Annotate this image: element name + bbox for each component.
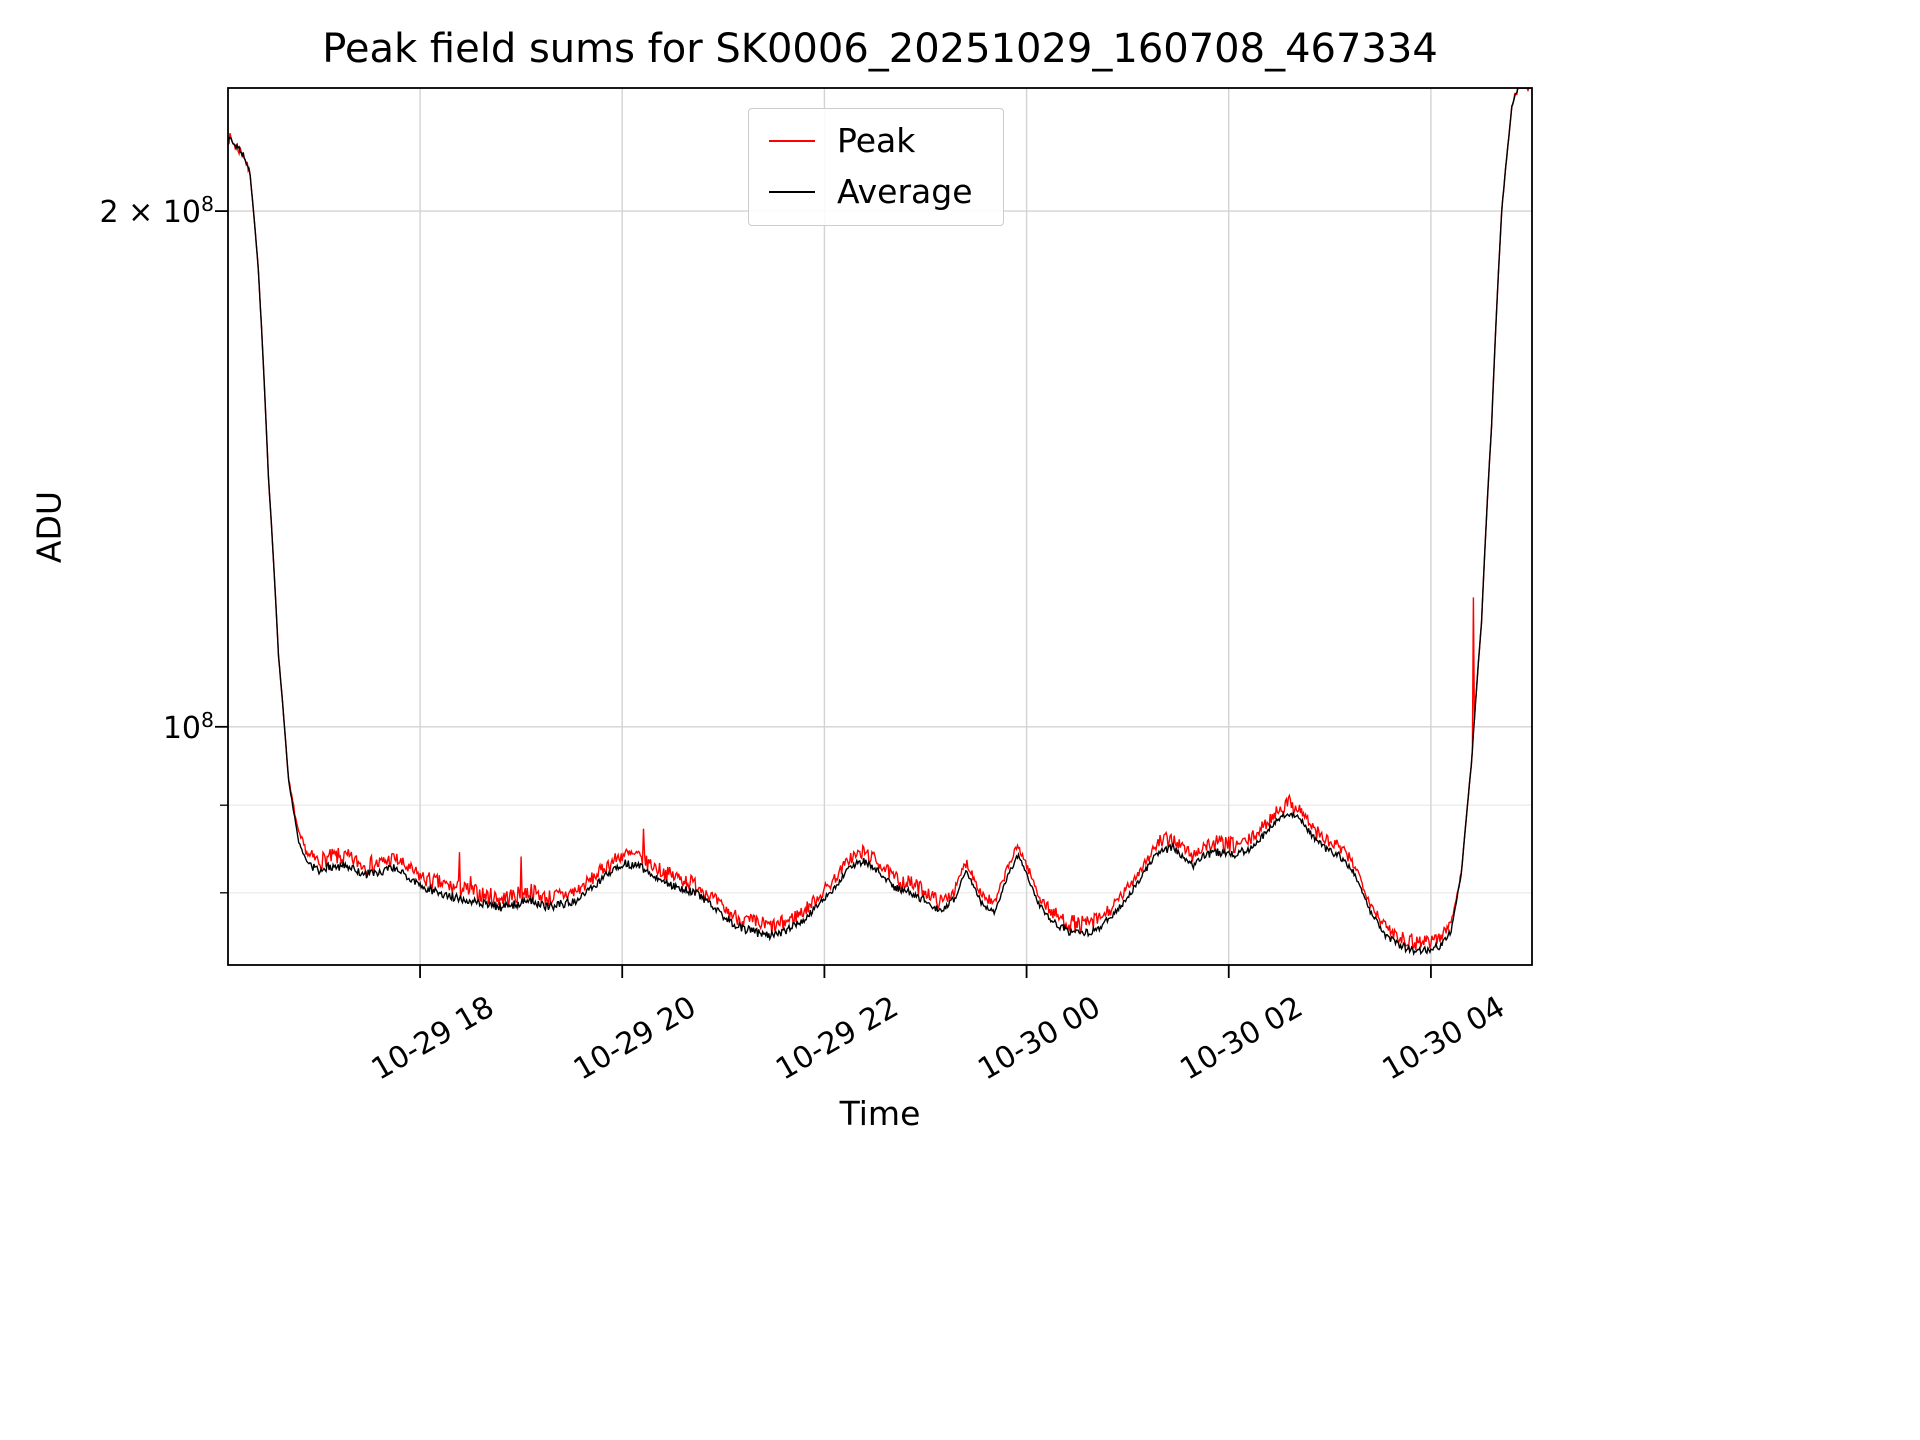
chart-title: Peak field sums for SK0006_20251029_1607… [322, 26, 1438, 72]
axes-spines [227, 87, 1533, 966]
legend-entry-average: Average [769, 172, 973, 211]
series-line-peak [228, 88, 1532, 951]
legend-label: Average [837, 172, 973, 211]
legend: Peak Average [748, 108, 1004, 226]
x-tick-label: 10-30 00 [972, 990, 1106, 1088]
x-tick-label: 10-29 22 [770, 990, 904, 1088]
x-axis-label: Time [839, 1094, 921, 1133]
legend-entry-peak: Peak [769, 121, 973, 160]
series-group [228, 88, 1532, 957]
legend-line-average [769, 190, 815, 193]
x-tick-label: 10-30 04 [1377, 990, 1511, 1088]
legend-label: Peak [837, 121, 916, 160]
x-tick-label: 10-29 20 [568, 990, 702, 1088]
x-tick-label: 10-30 02 [1174, 990, 1308, 1088]
series-line-average [228, 88, 1532, 957]
x-tick-label: 10-29 18 [366, 990, 500, 1088]
legend-line-peak [769, 139, 815, 142]
axis-ticks: 10-29 18 10-29 20 10-29 22 10-30 00 10-30 02… [215, 210, 1511, 1088]
y-tick-label: 108 [162, 707, 214, 746]
y-tick-label: 2 × 108 [99, 192, 214, 231]
